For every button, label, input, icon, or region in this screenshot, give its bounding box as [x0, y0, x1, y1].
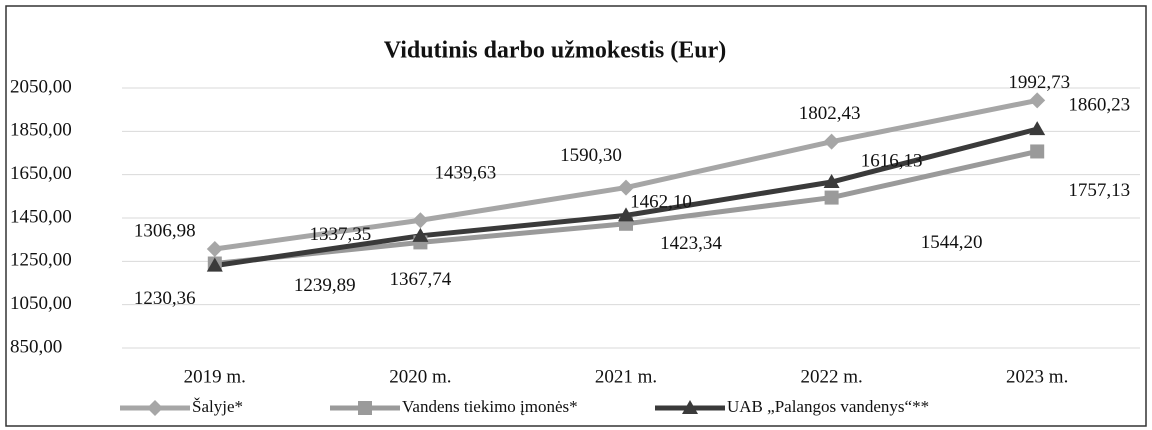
- y-tick-label: 850,00: [10, 336, 62, 357]
- marker: [618, 207, 634, 222]
- data-label: 1367,74: [390, 269, 452, 290]
- data-label: 1802,43: [799, 103, 861, 124]
- marker: [1029, 121, 1046, 136]
- marker: [206, 257, 223, 272]
- data-label: 1992,73: [1008, 72, 1070, 93]
- legend-label: Vandens tiekimo įmonės*: [402, 397, 578, 416]
- marker: [206, 240, 223, 257]
- x-tick-label: 2021 m.: [595, 366, 657, 387]
- data-label: 1616,13: [861, 150, 923, 171]
- legend-label: UAB „Palangos vandenys“**: [727, 397, 929, 416]
- marker: [412, 227, 429, 242]
- chart-title: Vidutinis darbo užmokestis (Eur): [384, 38, 727, 64]
- data-label: 1306,98: [134, 220, 196, 241]
- data-label: 1860,23: [1068, 94, 1130, 115]
- marker: [824, 190, 839, 205]
- data-label: 1423,34: [660, 233, 722, 254]
- data-label: 1439,63: [435, 163, 497, 184]
- x-tick-label: 2023 m.: [1006, 366, 1068, 387]
- marker: [823, 174, 840, 189]
- data-label: 1590,30: [560, 145, 622, 166]
- legend-marker: [358, 401, 372, 415]
- marker: [618, 179, 634, 196]
- data-label: 1462,10: [630, 192, 692, 213]
- data-label: 1757,13: [1068, 180, 1130, 201]
- data-label: 1239,89: [294, 275, 356, 296]
- data-label: 1544,20: [921, 232, 983, 253]
- legend-marker: [147, 400, 163, 416]
- y-tick-label: 1450,00: [10, 206, 72, 227]
- x-tick-label: 2022 m.: [800, 366, 862, 387]
- y-tick-label: 1050,00: [10, 293, 72, 314]
- y-tick-label: 1250,00: [10, 250, 72, 271]
- marker: [412, 212, 429, 229]
- chart-border: [5, 5, 1147, 427]
- x-tick-label: 2020 m.: [389, 366, 451, 387]
- data-label: 1230,36: [134, 288, 196, 309]
- marker: [823, 133, 840, 150]
- y-tick-label: 2050,00: [10, 76, 72, 97]
- legend-label: Šalyje*: [192, 397, 243, 416]
- y-tick-label: 1850,00: [10, 120, 72, 141]
- marker: [1030, 144, 1045, 159]
- y-tick-label: 1650,00: [10, 163, 72, 184]
- x-tick-label: 2019 m.: [184, 366, 246, 387]
- legend-marker: [682, 400, 698, 414]
- data-label: 1337,35: [310, 224, 372, 245]
- marker: [1029, 92, 1046, 109]
